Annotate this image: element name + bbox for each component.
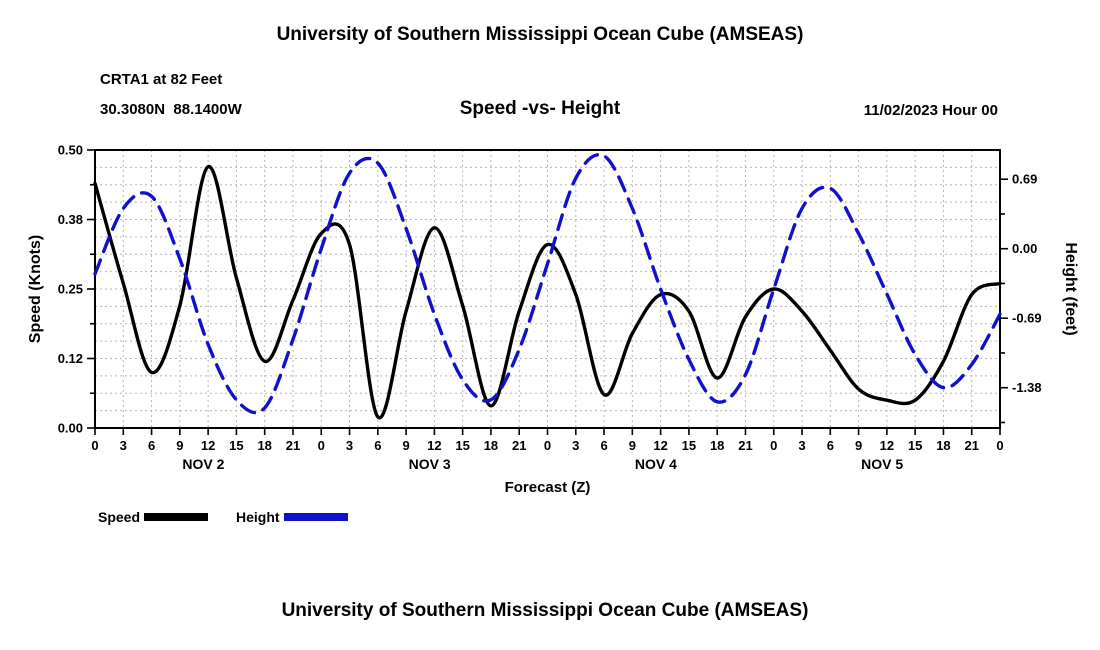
plot-title: Speed -vs- Height [459,98,621,119]
x-axis-label: Forecast (Z) [505,479,591,496]
day-label: NOV 5 [861,456,903,472]
x-tick-label: 21 [286,438,300,453]
x-tick-label: 3 [572,438,579,453]
x-tick-label: 18 [484,438,498,453]
x-tick-label: 21 [512,438,526,453]
coordinates-label: 30.3080N 88.1400W [100,101,242,118]
y-right-tick-label: -1.38 [1012,380,1042,395]
y-left-tick-label: 0.25 [58,282,83,297]
x-tick-label: 9 [629,438,636,453]
x-tick-label: 0 [91,438,98,453]
x-tick-label: 15 [908,438,922,453]
x-tick-label: 6 [374,438,381,453]
y-left-tick-label: 0.38 [58,212,83,227]
x-tick-label: 15 [455,438,469,453]
x-tick-label: 0 [544,438,551,453]
x-tick-label: 6 [148,438,155,453]
legend-height-swatch [283,513,348,521]
chart-title-bottom: University of Southern Mississippi Ocean… [281,600,809,621]
x-tick-label: 18 [936,438,950,453]
x-tick-label: 12 [201,438,215,453]
x-tick-label: 6 [827,438,834,453]
legend-speed-swatch [144,513,209,521]
x-tick-label: 12 [427,438,441,453]
y-right-tick-label: -0.69 [1012,311,1042,326]
day-label: NOV 3 [409,456,451,472]
x-tick-label: 6 [600,438,607,453]
x-tick-label: 3 [798,438,805,453]
x-tick-label: 3 [120,438,127,453]
y-right-tick-label: 0.00 [1012,241,1037,256]
chart-title-top: University of Southern Mississippi Ocean… [276,24,804,45]
y-right-axis-label: Height (feet) [1062,242,1079,335]
x-tick-label: 9 [855,438,862,453]
x-tick-label: 0 [770,438,777,453]
day-label: NOV 4 [635,456,677,472]
x-tick-label: 15 [682,438,696,453]
x-tick-label: 21 [738,438,752,453]
x-tick-label: 12 [653,438,667,453]
x-tick-label: 3 [346,438,353,453]
x-tick-label: 15 [229,438,243,453]
y-left-tick-label: 0.00 [58,421,83,436]
legend: Speed Height [98,509,376,525]
x-tick-label: 9 [176,438,183,453]
station-label: CRTA1 at 82 Feet [100,71,223,88]
day-label: NOV 2 [182,456,224,472]
speed-line [93,164,1002,420]
x-tick-label: 18 [710,438,724,453]
x-tick-label: 9 [402,438,409,453]
height-line [93,153,1002,415]
y-left-tick-label: 0.50 [58,143,83,158]
datetime-label: 11/02/2023 Hour 00 [863,102,998,119]
legend-speed-label: Speed [98,509,141,525]
x-tick-label: 21 [964,438,978,453]
y-left-axis-label: Speed (Knots) [27,235,44,343]
x-tick-label: 18 [257,438,271,453]
legend-height-label: Height [236,509,280,525]
x-tick-label: 12 [880,438,894,453]
y-left-tick-label: 0.12 [58,351,83,366]
x-tick-label: 0 [996,438,1003,453]
y-right-tick-label: 0.69 [1012,172,1037,187]
x-tick-label: 0 [318,438,325,453]
